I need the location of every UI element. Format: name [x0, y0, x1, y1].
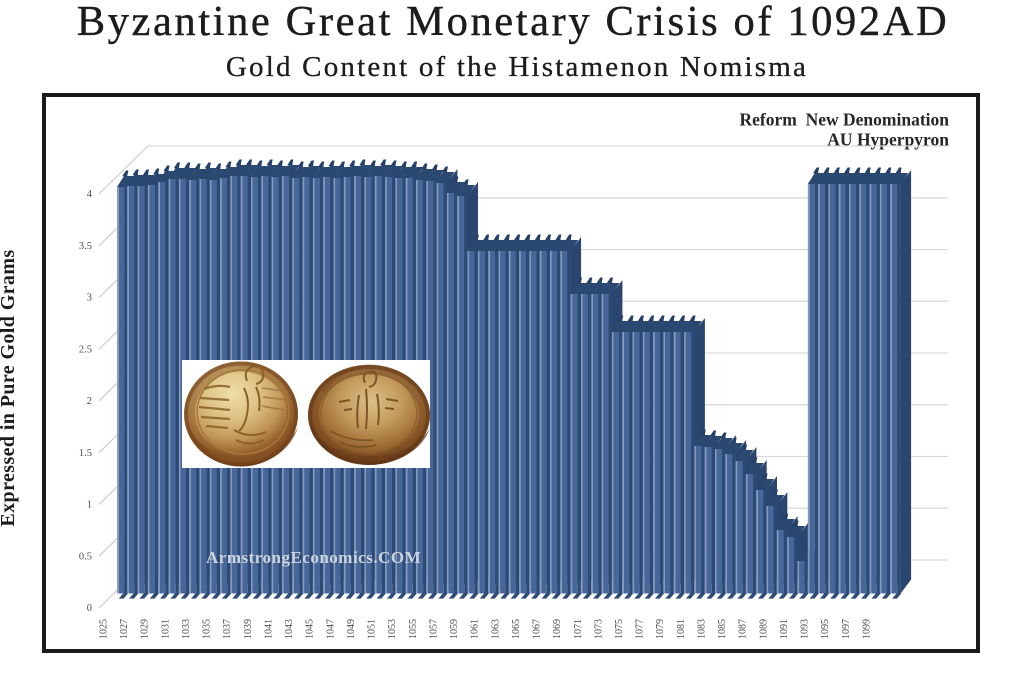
svg-text:Reform New Denomination: Reform New Denomination: [740, 110, 950, 130]
svg-text:1059: 1059: [449, 619, 460, 639]
svg-text:1029: 1029: [140, 619, 151, 639]
svg-text:1057: 1057: [428, 619, 439, 639]
svg-text:1099: 1099: [861, 619, 872, 639]
svg-text:1037: 1037: [222, 619, 233, 639]
svg-text:Byzantine Great Monetary Crisi: Byzantine Great Monetary Crisis of 1092A…: [77, 0, 950, 45]
svg-text:0.5: 0.5: [79, 552, 92, 563]
svg-text:1035: 1035: [202, 619, 213, 639]
svg-text:0: 0: [87, 603, 92, 614]
svg-text:3: 3: [87, 293, 92, 304]
svg-text:1097: 1097: [841, 619, 852, 639]
svg-text:1079: 1079: [655, 619, 666, 639]
svg-text:Expressed in Pure Gold Grams: Expressed in Pure Gold Grams: [0, 249, 19, 526]
svg-text:1085: 1085: [717, 619, 728, 639]
svg-text:1031: 1031: [160, 619, 171, 639]
svg-text:3.5: 3.5: [79, 241, 92, 252]
svg-text:1077: 1077: [635, 619, 646, 639]
svg-text:1063: 1063: [490, 619, 501, 639]
svg-text:1069: 1069: [552, 619, 563, 639]
svg-text:1027: 1027: [119, 619, 130, 639]
svg-text:1071: 1071: [573, 619, 584, 639]
svg-text:1049: 1049: [346, 619, 357, 639]
svg-text:1041: 1041: [264, 619, 275, 639]
svg-text:1033: 1033: [181, 619, 192, 639]
svg-text:2.5: 2.5: [79, 344, 92, 355]
svg-text:1061: 1061: [470, 619, 481, 639]
svg-text:1089: 1089: [758, 619, 769, 639]
svg-text:1091: 1091: [779, 619, 790, 639]
svg-text:1067: 1067: [532, 619, 543, 639]
svg-text:1075: 1075: [614, 619, 625, 639]
svg-text:ArmstrongEconomics.COM: ArmstrongEconomics.COM: [206, 548, 421, 567]
svg-text:1: 1: [87, 500, 92, 511]
svg-text:1065: 1065: [511, 619, 522, 639]
svg-text:1053: 1053: [387, 619, 398, 639]
svg-text:1055: 1055: [408, 619, 419, 639]
svg-text:1095: 1095: [820, 619, 831, 639]
svg-text:1047: 1047: [325, 619, 336, 639]
svg-text:1051: 1051: [367, 619, 378, 639]
svg-text:AU Hyperpyron: AU Hyperpyron: [827, 130, 949, 150]
svg-text:1.5: 1.5: [79, 448, 92, 459]
svg-text:1087: 1087: [738, 619, 749, 639]
svg-text:4: 4: [87, 189, 93, 200]
svg-text:2: 2: [87, 396, 92, 407]
svg-text:Gold Content of the Histamenon: Gold Content of the Histamenon Nomisma: [226, 51, 808, 83]
svg-text:1093: 1093: [800, 619, 811, 639]
svg-text:1083: 1083: [697, 619, 708, 639]
svg-text:1043: 1043: [284, 619, 295, 639]
svg-text:1045: 1045: [305, 619, 316, 639]
svg-text:1073: 1073: [593, 619, 604, 639]
svg-text:1039: 1039: [243, 619, 254, 639]
svg-text:1081: 1081: [676, 619, 687, 639]
svg-text:1025: 1025: [99, 619, 110, 639]
